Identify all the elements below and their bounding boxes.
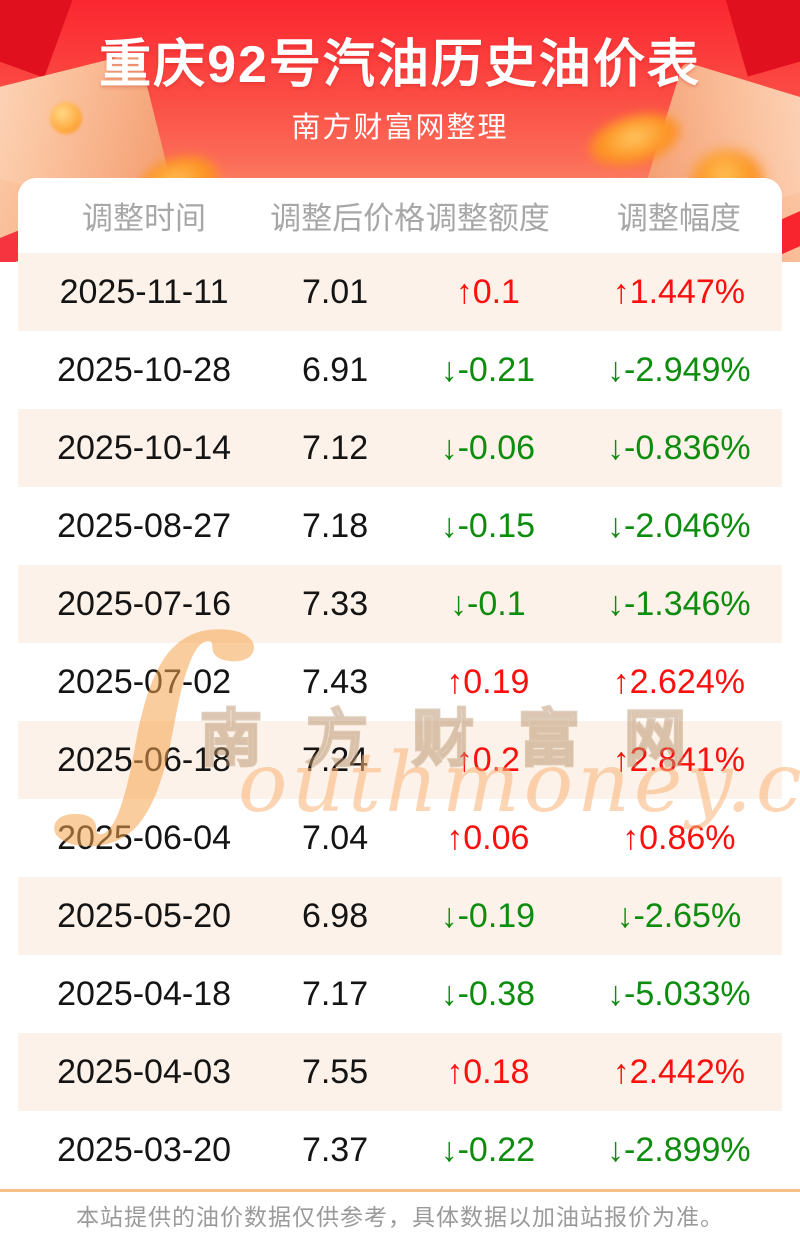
column-header-adjust-amount: 调整额度 [425, 201, 550, 236]
cell-change: ↑0.19 [446, 662, 530, 701]
table-row: 2025-04-18 7.17 ↓-0.38 ↓-5.033% [18, 955, 782, 1033]
cell-change: ↓-0.06 [440, 428, 536, 467]
price-table-card: 调整时间 调整后价格 调整额度 调整幅度 2025-11-11 7.01 ↑0.1 ↑… [18, 178, 782, 1189]
cell-date: 2025-07-02 [57, 662, 232, 701]
cell-percent: ↓-0.836% [607, 428, 751, 467]
cell-change: ↓-0.22 [440, 1130, 536, 1169]
cell-percent: ↑2.624% [612, 662, 745, 701]
table-row: 2025-10-28 6.91 ↓-0.21 ↓-2.949% [18, 331, 782, 409]
table-row: 2025-03-20 7.37 ↓-0.22 ↓-2.899% [18, 1111, 782, 1189]
column-header-adjusted-price: 调整后价格 [270, 201, 426, 236]
cell-date: 2025-07-16 [57, 584, 232, 623]
page-title: 重庆92号汽油历史油价表 [99, 36, 701, 94]
cell-price: 6.91 [301, 350, 369, 389]
cell-price: 7.55 [301, 1052, 369, 1091]
table-header-row: 调整时间 调整后价格 调整额度 调整幅度 [18, 178, 782, 253]
cell-date: 2025-04-18 [57, 974, 232, 1013]
cell-change: ↑0.18 [446, 1052, 530, 1091]
footer-note-bar: 本站提供的油价数据仅供参考，具体数据以加油站报价为准。 [0, 1189, 800, 1238]
cell-price: 7.24 [301, 740, 369, 779]
cell-change: ↓-0.15 [440, 506, 536, 545]
cell-date: 2025-10-28 [57, 350, 232, 389]
cell-change: ↑0.2 [455, 740, 520, 779]
cell-percent: ↓-1.346% [607, 584, 751, 623]
cell-date: 2025-10-14 [57, 428, 232, 467]
cell-date: 2025-08-27 [57, 506, 232, 545]
cell-date: 2025-06-18 [57, 740, 232, 779]
cell-change: ↑0.1 [455, 272, 520, 311]
cell-change: ↓-0.19 [440, 896, 536, 935]
cell-date: 2025-05-20 [57, 896, 232, 935]
cell-price: 7.04 [301, 818, 369, 857]
table-row: 2025-08-27 7.18 ↓-0.15 ↓-2.046% [18, 487, 782, 565]
footer-note: 本站提供的油价数据仅供参考，具体数据以加油站报价为准。 [76, 1204, 724, 1230]
cell-price: 7.12 [301, 428, 369, 467]
cell-price: 7.17 [301, 974, 369, 1013]
table-row: 2025-11-11 7.01 ↑0.1 ↑1.447% [18, 253, 782, 331]
table-row: 2025-06-04 7.04 ↑0.06 ↑0.86% [18, 799, 782, 877]
cell-change: ↓-0.21 [440, 350, 536, 389]
cell-date: 2025-04-03 [57, 1052, 232, 1091]
cell-date: 2025-11-11 [59, 272, 229, 311]
cell-percent: ↓-2.899% [607, 1130, 751, 1169]
gold-coin-left-icon [50, 102, 82, 134]
cell-price: 6.98 [301, 896, 369, 935]
cell-change: ↓-0.38 [440, 974, 536, 1013]
cell-percent: ↓-2.046% [607, 506, 751, 545]
cell-price: 7.37 [301, 1130, 369, 1169]
cell-price: 7.18 [301, 506, 369, 545]
cell-price: 7.33 [301, 584, 369, 623]
cell-percent: ↑2.841% [612, 740, 745, 779]
table-row: 2025-07-16 7.33 ↓-0.1 ↓-1.346% [18, 565, 782, 643]
cell-percent: ↑1.447% [612, 272, 745, 311]
column-header-adjust-percent: 调整幅度 [616, 201, 741, 236]
cell-date: 2025-03-20 [57, 1130, 232, 1169]
cell-percent: ↓-2.65% [616, 896, 742, 935]
table-row: 2025-07-02 7.43 ↑0.19 ↑2.624% [18, 643, 782, 721]
table-row: 2025-06-18 7.24 ↑0.2 ↑2.841% [18, 721, 782, 799]
cell-change: ↑0.06 [446, 818, 530, 857]
table-row: 2025-10-14 7.12 ↓-0.06 ↓-0.836% [18, 409, 782, 487]
page-subtitle: 南方财富网整理 [291, 112, 509, 144]
cell-percent: ↑0.86% [622, 818, 736, 857]
cell-percent: ↑2.442% [612, 1052, 745, 1091]
table-row: 2025-05-20 6.98 ↓-0.19 ↓-2.65% [18, 877, 782, 955]
cell-price: 7.01 [301, 272, 369, 311]
cell-change: ↓-0.1 [450, 584, 526, 623]
table-row: 2025-04-03 7.55 ↑0.18 ↑2.442% [18, 1033, 782, 1111]
column-header-adjust-time: 调整时间 [82, 201, 207, 236]
cell-percent: ↓-2.949% [607, 350, 751, 389]
cell-date: 2025-06-04 [57, 818, 232, 857]
cell-price: 7.43 [301, 662, 369, 701]
cell-percent: ↓-5.033% [607, 974, 751, 1013]
table-body: 2025-11-11 7.01 ↑0.1 ↑1.447% 2025-10-28 6.91 ↓… [18, 253, 782, 1189]
